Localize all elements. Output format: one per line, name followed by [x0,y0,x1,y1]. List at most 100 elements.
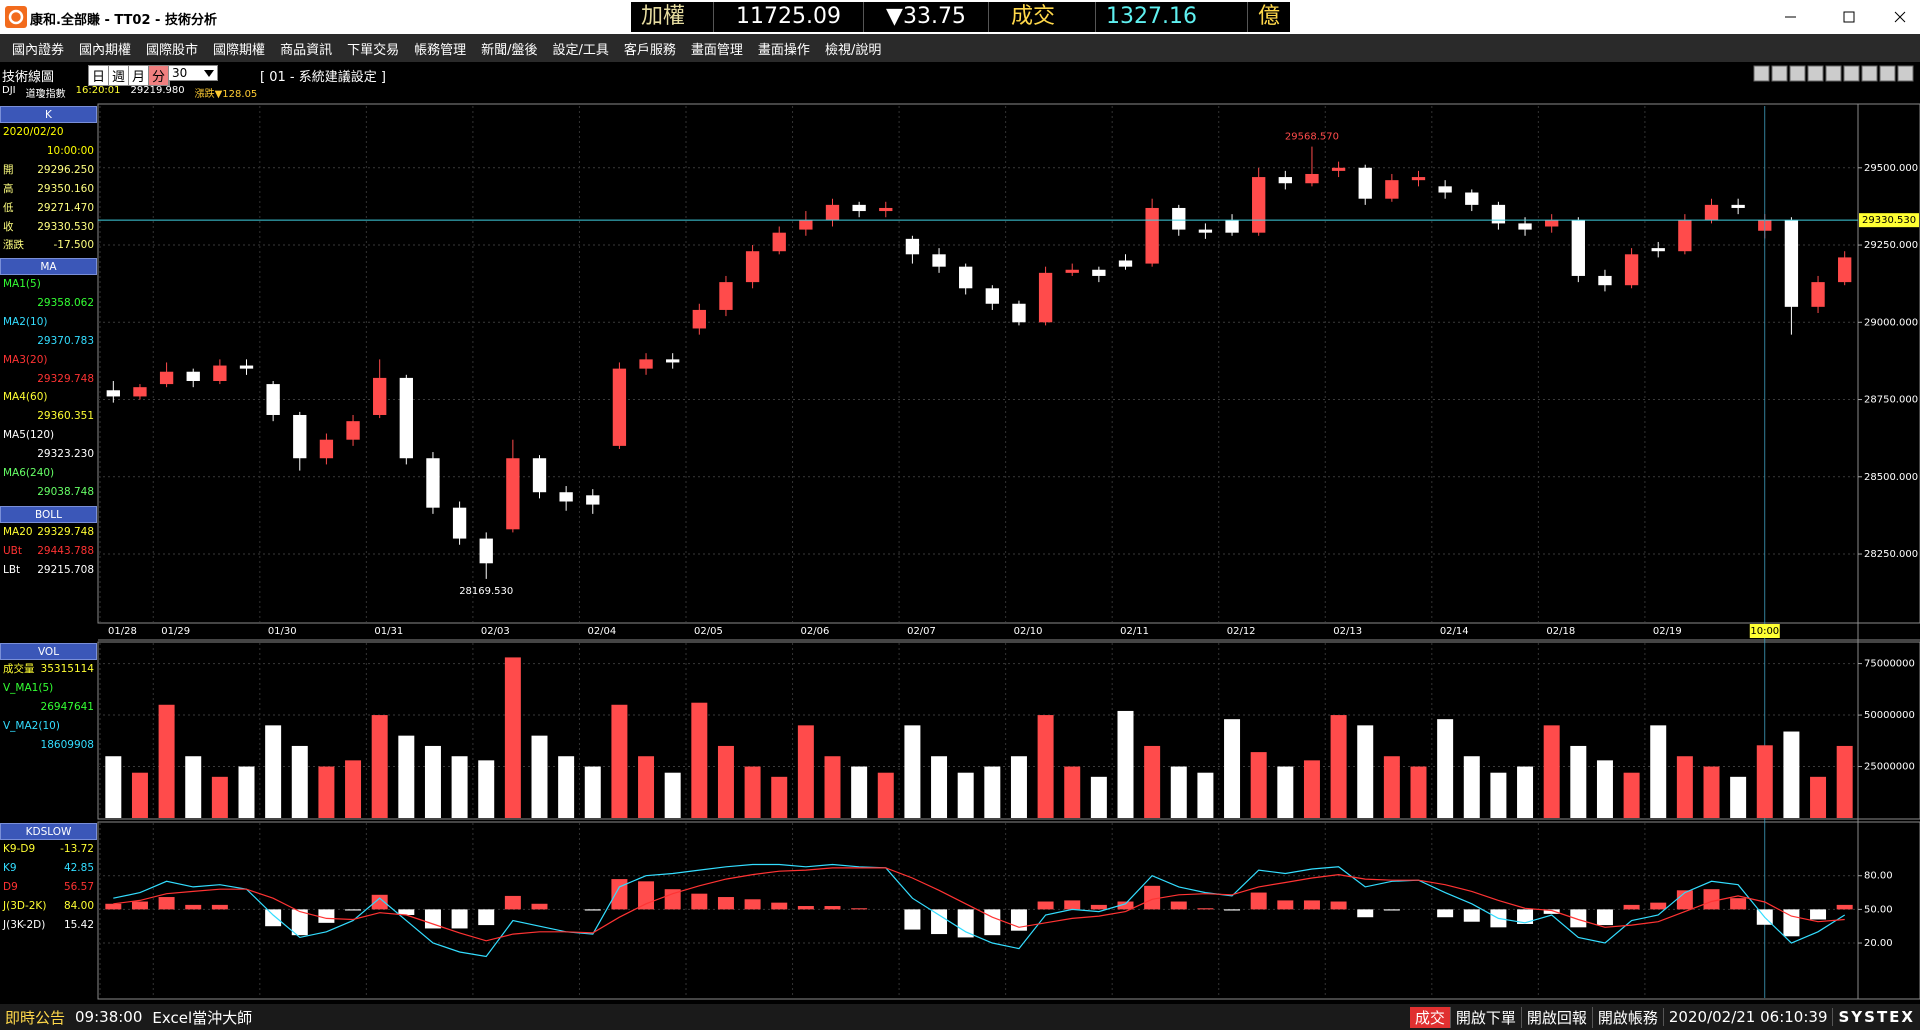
status-right: SYSTEX [1832,1008,1920,1026]
volume-bar [1330,715,1347,818]
candle-body [1198,229,1213,233]
panel-label: LBt [3,563,21,576]
panel-value: 15.42 [63,918,94,931]
status-right[interactable]: 開啟帳務 [1591,1006,1663,1028]
kd-diff-bar [1730,898,1747,910]
candle-body [1385,180,1399,199]
menu-item[interactable]: 國際股市 [146,42,199,58]
volume-bar [797,725,814,818]
kd-diff-bar [478,909,495,926]
period-button[interactable]: 週 [109,66,130,85]
status-left: 09:38:00 [75,1008,143,1026]
menu-item[interactable]: 設定/工具 [552,42,609,58]
info-panel: K 2020/02/20 10:00:00 開 29296.250 高 29350.160 低… [0,0,97,1002]
volume-bar [904,725,921,818]
status-right[interactable]: 開啟下單 [1449,1006,1521,1028]
y-tick-label: 29500.000 [1864,163,1918,174]
panel-label: MA3(20) [3,353,48,366]
tool-icons[interactable] [1752,65,1917,83]
volume-bar [291,745,308,818]
index-change: ▼33.75 [864,2,989,32]
period-button[interactable]: 月 [129,66,150,85]
last-price-label: 29330.530 [1862,215,1916,226]
kd-diff-bar [1517,909,1534,924]
panel-label: 高 [3,182,14,195]
menu-item[interactable]: 國內證券 [12,42,65,58]
menu-item[interactable]: 國內期權 [79,42,132,58]
period-count[interactable]: 30 [168,65,218,81]
candle-body [772,232,786,252]
panel-section-title: BOLL [0,506,97,523]
panel-label: 漲跌 [3,239,24,252]
volume-bar [664,772,681,818]
volume-bar [1650,725,1667,818]
kd-diff-bar [1117,901,1134,910]
y-tick-label: 29000.000 [1864,317,1918,328]
kd-diff-bar [1197,908,1214,910]
window-controls[interactable] [1760,0,1920,34]
candle-body [1065,269,1079,273]
panel-label: MA1(5) [3,278,41,290]
menu-item[interactable]: 客戶服務 [623,42,676,58]
candle-body [1252,177,1266,233]
panel-section: KDSLOW K9-D9 -13.72 K9 42.85 D9 56.57 J(3D-2K) 8… [0,823,97,935]
panel-row: J(3K-2D) 15.42 [0,916,97,935]
menu-item[interactable]: 新聞/盤後 [481,42,538,58]
kd-diff-bar [1623,904,1640,910]
index-value: 11725.09 [714,2,865,32]
kd-diff-bar [957,909,974,938]
panel-value: 10:00:00 [46,144,94,157]
kd-diff-bar [1810,909,1827,920]
menu-item[interactable]: 商品資訊 [280,42,333,58]
kd-diff-bar [291,909,308,936]
candle-body [133,387,147,397]
menu-item[interactable]: 下單交易 [347,42,400,58]
candle-body [186,371,200,381]
period-button[interactable]: 分 [149,66,170,85]
candle-body [1278,177,1292,184]
quote-price: 29219.980 [130,85,185,96]
menu-item[interactable]: 國際期權 [213,42,266,58]
turnover-unit: 億 [1257,4,1280,29]
candle-body [213,365,227,381]
status-right[interactable]: 成交 [1409,1006,1450,1028]
volume-bar [1596,760,1613,818]
volume-bar [1090,776,1107,818]
kd-diff-bar [1836,904,1853,910]
restore[interactable] [1843,11,1855,23]
crosshair-label: 10:00 [1750,626,1779,637]
volume-bar [1836,745,1853,818]
panel-label: UBt [3,544,23,557]
kd-diff-bar [1650,902,1667,910]
panel-row: MA2(10) 29370.783 [0,313,97,351]
period-button[interactable]: 日 [89,66,110,85]
volume-bar [504,657,521,818]
kd-diff-bar [1170,901,1187,910]
candle-body [1145,207,1159,264]
panel-label: K9 [3,861,17,874]
volume-bar [371,715,388,818]
menu-item[interactable]: 畫面管理 [690,42,743,58]
close[interactable] [1894,11,1906,23]
dropdown-arrow[interactable] [204,70,214,78]
menu-item[interactable]: 檢視/說明 [824,42,882,58]
quote-time: 16:20:01 [75,85,121,96]
panel-value: 29370.783 [37,334,94,347]
kd-diff-bar [611,879,628,910]
volume-bar [717,745,734,818]
volume-bar [1570,745,1587,818]
panel-row: 收 29330.530 [0,218,97,237]
panel-label: J(3D-2K) [3,899,47,912]
setting[interactable]: [ 01 - 系統建議設定 ] [260,70,386,85]
status-right[interactable]: 開啟回報 [1520,1006,1592,1028]
volume-bar [1676,756,1693,818]
menu-item[interactable]: 畫面操作 [757,42,810,58]
menu-item[interactable]: 帳務管理 [414,42,467,58]
kd-diff-bar [158,897,175,910]
panel-row: D9 56.57 [0,878,97,897]
kd-diff-bar [1437,909,1454,918]
candle-body [1092,269,1106,276]
kd-diff-bar [185,904,202,910]
kd-diff-bar [1703,889,1720,910]
